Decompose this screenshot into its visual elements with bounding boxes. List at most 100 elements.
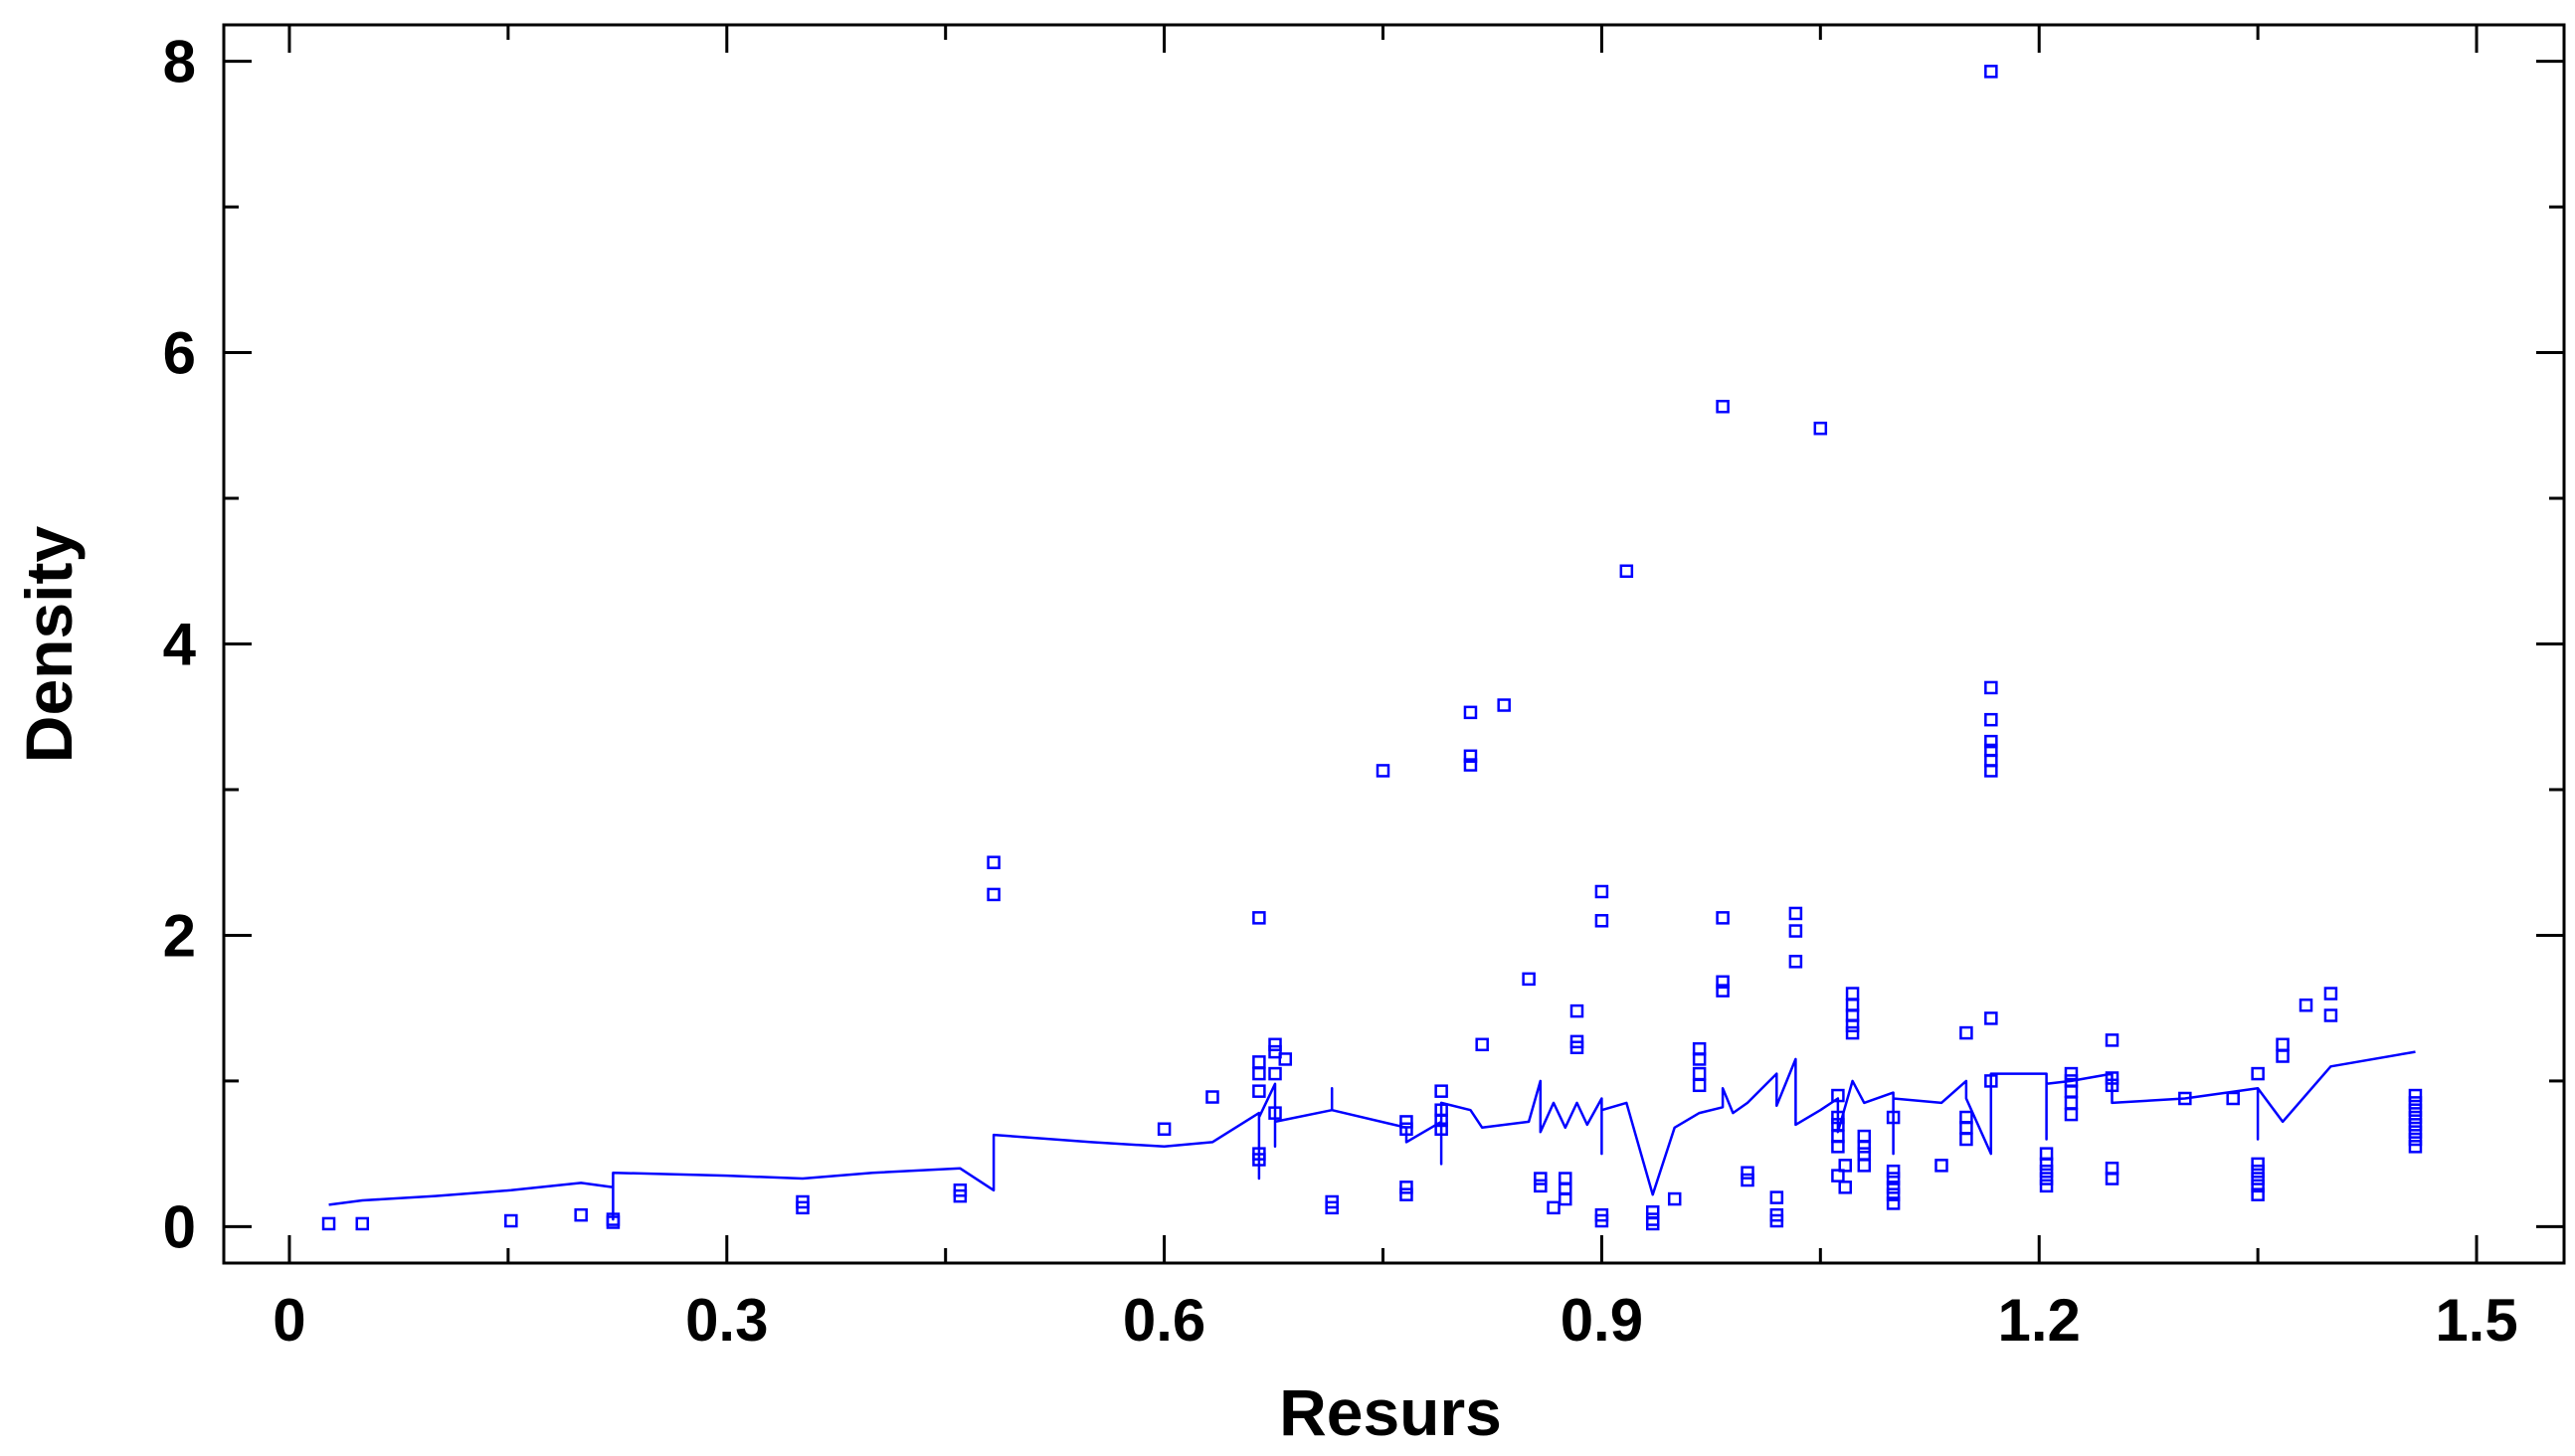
data-points-layer [321, 65, 2423, 1231]
data-point [1886, 1110, 1901, 1125]
data-point [1463, 758, 1478, 772]
data-point [1645, 1204, 1660, 1219]
data-point [1399, 1122, 1413, 1136]
data-point [2039, 1157, 2054, 1172]
data-point [1534, 1172, 1548, 1185]
data-point [2408, 1132, 2423, 1147]
data-point [1268, 1037, 1282, 1052]
data-point [1252, 1084, 1266, 1098]
data-point [1886, 1187, 1901, 1201]
data-point [2039, 1172, 2054, 1185]
data-point [1769, 1190, 1784, 1204]
data-point [1497, 698, 1511, 712]
plot-border [222, 23, 2566, 1265]
data-point [2408, 1103, 2423, 1117]
y-tick-label: 0 [163, 1193, 196, 1260]
data-point [2105, 1172, 2119, 1185]
data-point [1984, 65, 1998, 79]
data-point [504, 1213, 518, 1228]
data-point [1619, 564, 1634, 579]
data-point [2105, 1078, 2119, 1093]
data-point [1252, 1055, 1266, 1069]
density-line [328, 1050, 2416, 1221]
data-point [1831, 1110, 1845, 1125]
data-point [1278, 1052, 1293, 1066]
data-point [2408, 1140, 2423, 1154]
data-point [321, 1216, 336, 1231]
data-point [1434, 1113, 1448, 1128]
data-point [1934, 1159, 1948, 1173]
data-point [1845, 987, 1860, 1001]
x-axis-title: Resurs [1279, 1375, 1502, 1449]
data-point [1831, 1088, 1845, 1103]
data-point [1205, 1090, 1219, 1104]
data-point [1463, 705, 1478, 720]
data-point [2226, 1091, 2240, 1106]
y-axis-title: Density [12, 526, 86, 764]
data-point [1569, 1003, 1584, 1018]
data-point [1984, 734, 1998, 749]
data-point [2251, 1066, 2265, 1081]
data-point [1886, 1181, 1901, 1194]
data-point [2064, 1107, 2079, 1122]
data-point [1716, 400, 1730, 414]
data-point [1741, 1173, 1754, 1187]
data-point [1959, 1132, 1973, 1147]
data-point [2064, 1096, 2079, 1110]
data-point [2299, 998, 2313, 1012]
data-point [1534, 1179, 1548, 1193]
data-point [1268, 1066, 1282, 1081]
y-tick-label: 6 [163, 320, 196, 387]
data-point [1716, 984, 1730, 998]
y-tick-label: 8 [163, 29, 196, 95]
data-point [2251, 1157, 2265, 1172]
x-tick-label: 0 [273, 1287, 305, 1354]
density-line-layer [328, 1050, 2416, 1221]
data-point [2276, 1037, 2290, 1052]
data-point [1984, 1011, 1998, 1025]
data-point [2105, 1071, 2119, 1085]
data-point [1741, 1166, 1754, 1180]
data-point [1838, 1159, 1852, 1173]
data-point [987, 855, 1001, 869]
data-point [1522, 972, 1536, 987]
data-point [1376, 764, 1390, 778]
data-point [1268, 1044, 1282, 1059]
data-point [1399, 1187, 1413, 1201]
data-point [1252, 1066, 1266, 1081]
data-point [2408, 1118, 2423, 1132]
data-point [1399, 1115, 1413, 1129]
data-point [1716, 975, 1730, 990]
data-point [1857, 1140, 1872, 1154]
data-point [1831, 1140, 1845, 1154]
data-point [1434, 1122, 1448, 1136]
data-point [1984, 764, 1998, 778]
data-point [1594, 914, 1609, 928]
data-point [1559, 1191, 1572, 1206]
data-point [1857, 1159, 1872, 1173]
data-point [1252, 1153, 1266, 1167]
data-point [2408, 1096, 2423, 1110]
data-point [2251, 1179, 2265, 1193]
y-axis-ticks: 0 2 4 6 8 [163, 29, 2564, 1260]
data-point [1475, 1037, 1489, 1052]
data-point [1692, 1052, 1707, 1066]
data-point [2323, 987, 2338, 1001]
data-point [2323, 1008, 2338, 1022]
data-point [1434, 1084, 1448, 1098]
data-point [1769, 1213, 1784, 1228]
x-tick-label: 0.6 [1123, 1287, 1205, 1354]
data-point [1667, 1191, 1682, 1206]
data-point [1959, 1025, 1973, 1040]
data-point [1547, 1200, 1561, 1215]
data-point [2276, 1049, 2290, 1063]
y-tick-label: 2 [163, 902, 196, 969]
data-point [574, 1207, 588, 1222]
data-point [2408, 1110, 2423, 1125]
data-point [1788, 906, 1803, 921]
y-tick-label: 4 [163, 612, 197, 678]
data-point [987, 887, 1001, 902]
data-point [1463, 749, 1478, 764]
data-point [2251, 1164, 2265, 1179]
data-point [1857, 1147, 1872, 1161]
